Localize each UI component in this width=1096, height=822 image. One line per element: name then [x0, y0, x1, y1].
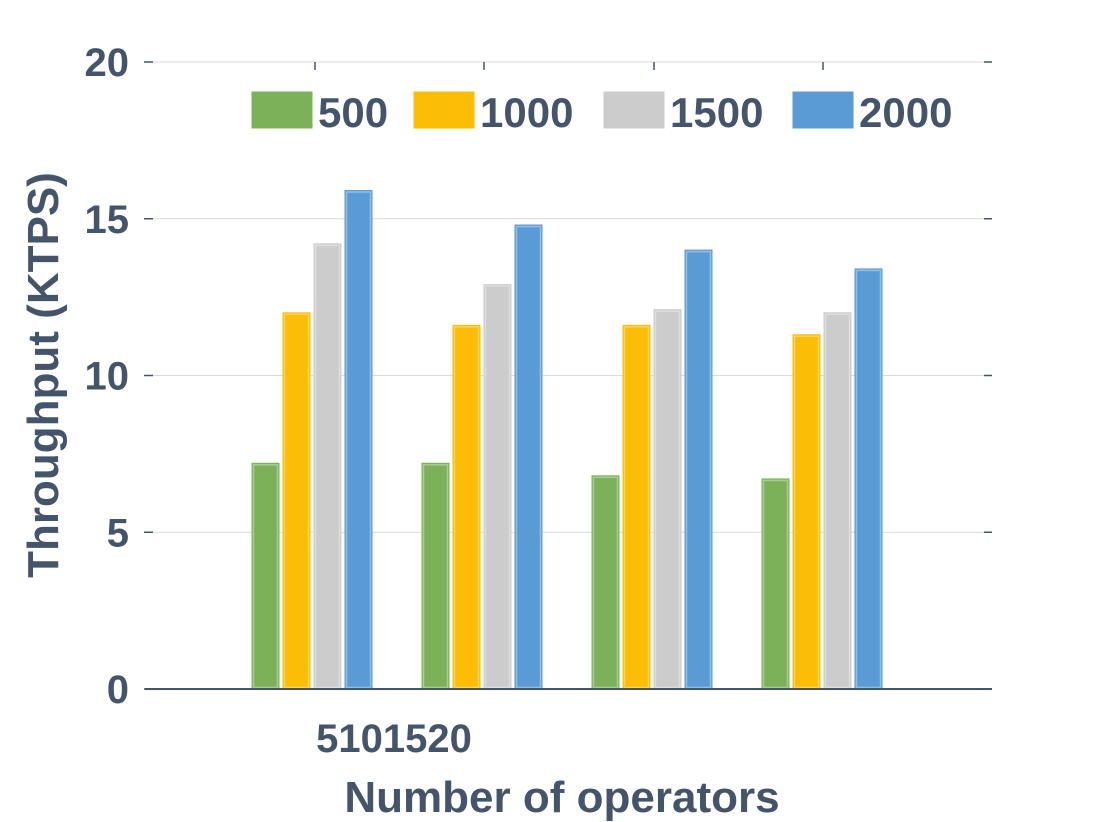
y-tick-label: 5 — [107, 511, 129, 555]
y-tick-label: 15 — [85, 198, 130, 242]
x-tick-labels: 5101520 — [316, 717, 472, 761]
bar-1000-5 — [282, 312, 311, 690]
bar-2000-10 — [514, 224, 543, 690]
y-tick-label: 20 — [85, 41, 130, 85]
bar-2000-15 — [684, 249, 713, 690]
bar-500-5 — [251, 462, 280, 690]
legend: 500 1000 1500 2000 — [251, 89, 952, 136]
bar-highlight — [592, 476, 619, 689]
bar-1500-10 — [483, 284, 512, 690]
bar-1000-20 — [792, 334, 821, 690]
bar-1500-5 — [313, 243, 342, 690]
bar-highlight — [793, 335, 820, 689]
bar-500-15 — [591, 475, 620, 690]
bar-highlight — [762, 479, 789, 689]
legend-label-500: 500 — [318, 89, 388, 136]
legend-swatch-2000 — [792, 91, 854, 129]
bar-highlight — [855, 269, 882, 689]
bar-2000-5 — [344, 190, 373, 690]
bar-highlight — [484, 285, 511, 689]
legend-label-1500: 1500 — [670, 89, 763, 136]
legend-swatch-1000 — [413, 91, 475, 129]
legend-swatch-500 — [251, 91, 313, 129]
bar-500-20 — [761, 478, 790, 690]
bar-1000-15 — [622, 324, 651, 690]
axes: 0 5 10 15 20 — [85, 41, 992, 712]
bar-1500-15 — [653, 309, 682, 690]
legend-swatch-1500 — [603, 91, 665, 129]
bar-highlight — [824, 313, 851, 689]
bar-2000-20 — [854, 268, 883, 690]
x-axis-title: Number of operators — [344, 773, 779, 822]
bar-highlight — [252, 464, 279, 689]
bar-highlight — [422, 464, 449, 689]
bars — [251, 190, 883, 690]
bar-highlight — [453, 326, 480, 689]
bar-highlight — [623, 326, 650, 689]
legend-label-1000: 1000 — [480, 89, 573, 136]
y-tick-label: 10 — [85, 355, 130, 399]
bar-1000-10 — [452, 324, 481, 690]
bar-highlight — [685, 250, 712, 689]
y-tick-label: 0 — [107, 668, 129, 712]
bar-1500-20 — [823, 312, 852, 690]
bar-highlight — [314, 244, 341, 689]
bar-highlight — [345, 191, 372, 689]
bar-highlight — [515, 225, 542, 689]
legend-label-2000: 2000 — [859, 89, 952, 136]
bar-highlight — [283, 313, 310, 689]
y-axis-title: Throughput (KTPS) — [19, 172, 68, 578]
bar-highlight — [654, 310, 681, 689]
bar-500-10 — [421, 462, 450, 690]
